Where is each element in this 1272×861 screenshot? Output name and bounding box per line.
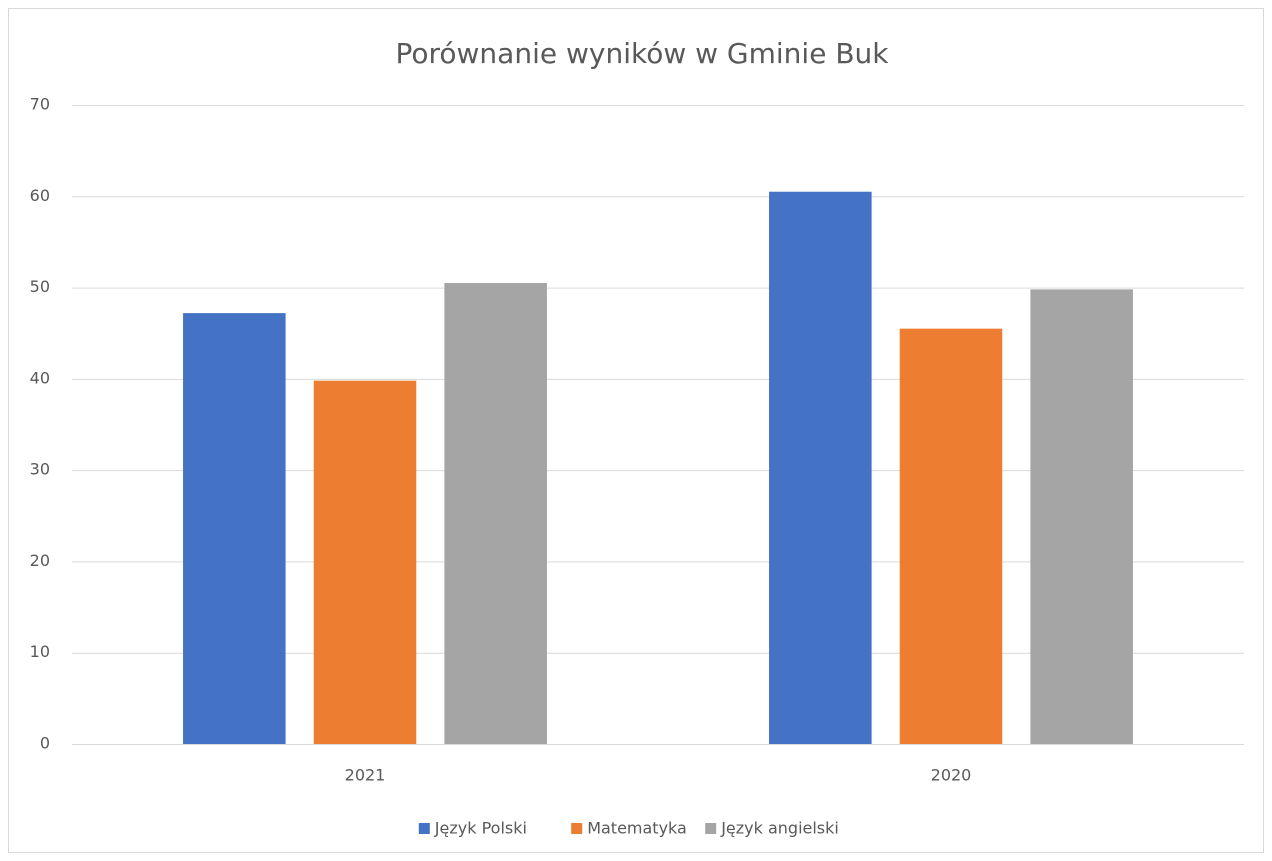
bar bbox=[183, 313, 286, 744]
x-tick-label: 2021 bbox=[345, 766, 386, 785]
y-tick-label: 40 bbox=[30, 368, 50, 387]
legend-swatch bbox=[418, 823, 430, 834]
y-tick-label: 10 bbox=[30, 642, 50, 661]
legend-swatch bbox=[571, 823, 583, 834]
y-tick-label: 0 bbox=[40, 734, 50, 753]
legend-label: Matematyka bbox=[587, 819, 687, 838]
bar bbox=[313, 380, 417, 744]
y-tick-label: 30 bbox=[30, 460, 50, 479]
chart-title: Porównanie wyników w Gminie Buk bbox=[395, 37, 889, 70]
y-tick-label: 20 bbox=[30, 551, 50, 570]
bar bbox=[899, 328, 1003, 744]
y-tick-label: 70 bbox=[30, 95, 50, 114]
legend-label: Język Polski bbox=[434, 819, 527, 838]
legend-swatch bbox=[705, 823, 717, 834]
bar bbox=[1030, 289, 1133, 744]
y-tick-label: 60 bbox=[30, 186, 50, 205]
x-tick-label: 2020 bbox=[931, 766, 972, 785]
y-tick-label: 50 bbox=[30, 277, 50, 296]
bar bbox=[769, 191, 872, 744]
bar bbox=[444, 283, 547, 744]
legend-label: Język angielski bbox=[720, 819, 839, 838]
